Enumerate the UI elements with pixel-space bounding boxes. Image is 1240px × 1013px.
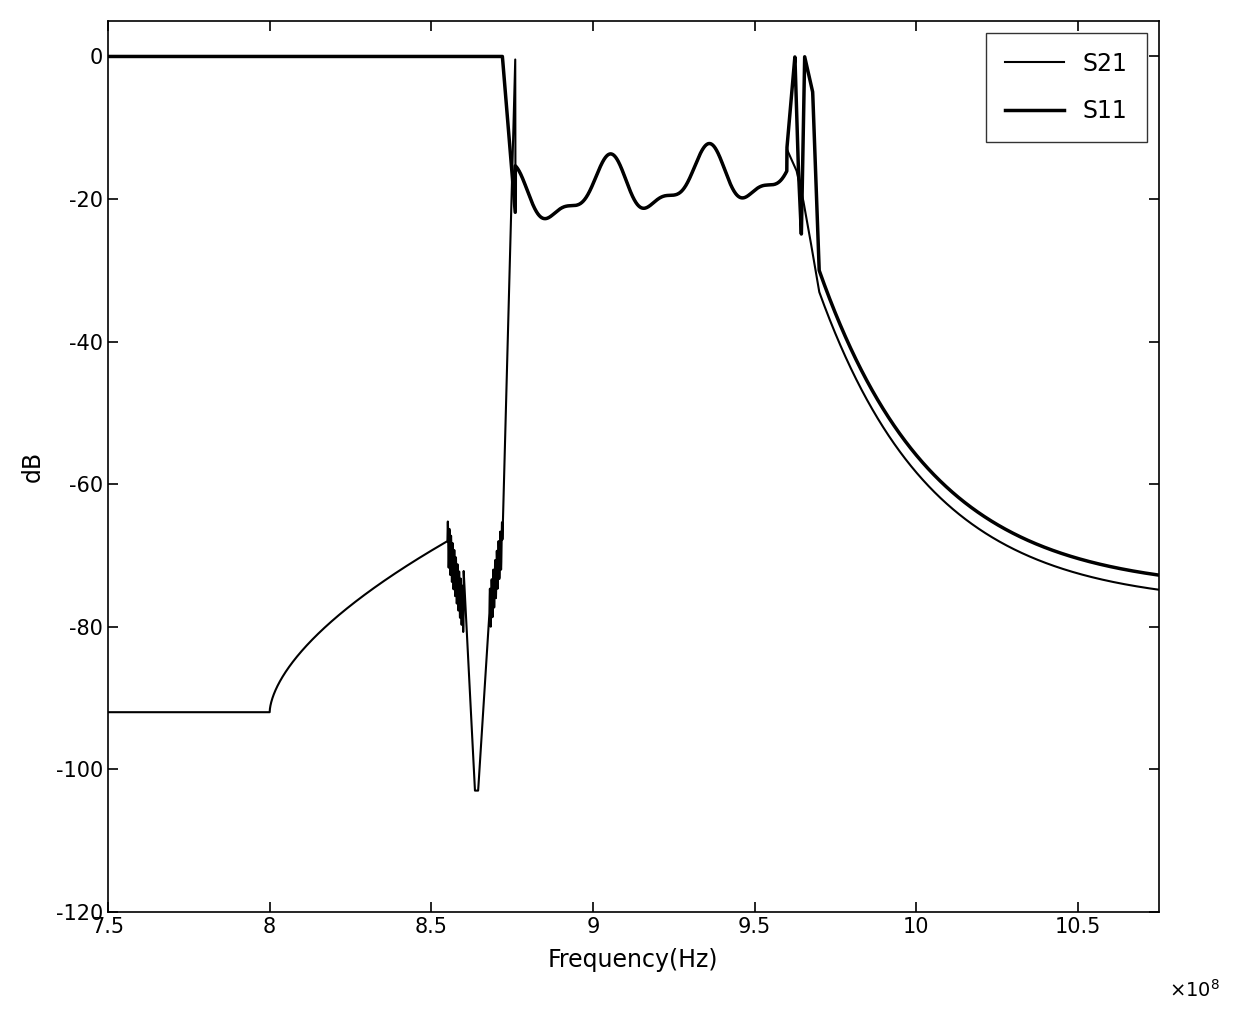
S21	[257, 706, 272, 718]
S11	[739, 190, 754, 203]
Y-axis label: dB: dB	[21, 451, 45, 482]
S21	[653, 191, 668, 204]
S11	[639, 202, 653, 214]
S11	[372, 51, 387, 63]
S21	[1151, 583, 1166, 596]
Line: S21: S21	[108, 60, 1158, 790]
S11	[156, 51, 171, 63]
X-axis label: Frequency(Hz): Frequency(Hz)	[548, 948, 718, 971]
S21	[100, 706, 115, 718]
Text: $\times 10^8$: $\times 10^8$	[1169, 979, 1220, 1001]
S11	[257, 51, 272, 63]
Line: S11: S11	[108, 57, 1158, 575]
S11	[100, 51, 115, 63]
S21	[156, 706, 171, 718]
S21	[508, 54, 523, 66]
S21	[639, 202, 653, 214]
S21	[372, 577, 387, 590]
S21	[739, 190, 754, 203]
Legend: S21, S11: S21, S11	[986, 32, 1147, 142]
S11	[653, 191, 668, 204]
S11	[1151, 569, 1166, 581]
S21	[467, 784, 482, 796]
